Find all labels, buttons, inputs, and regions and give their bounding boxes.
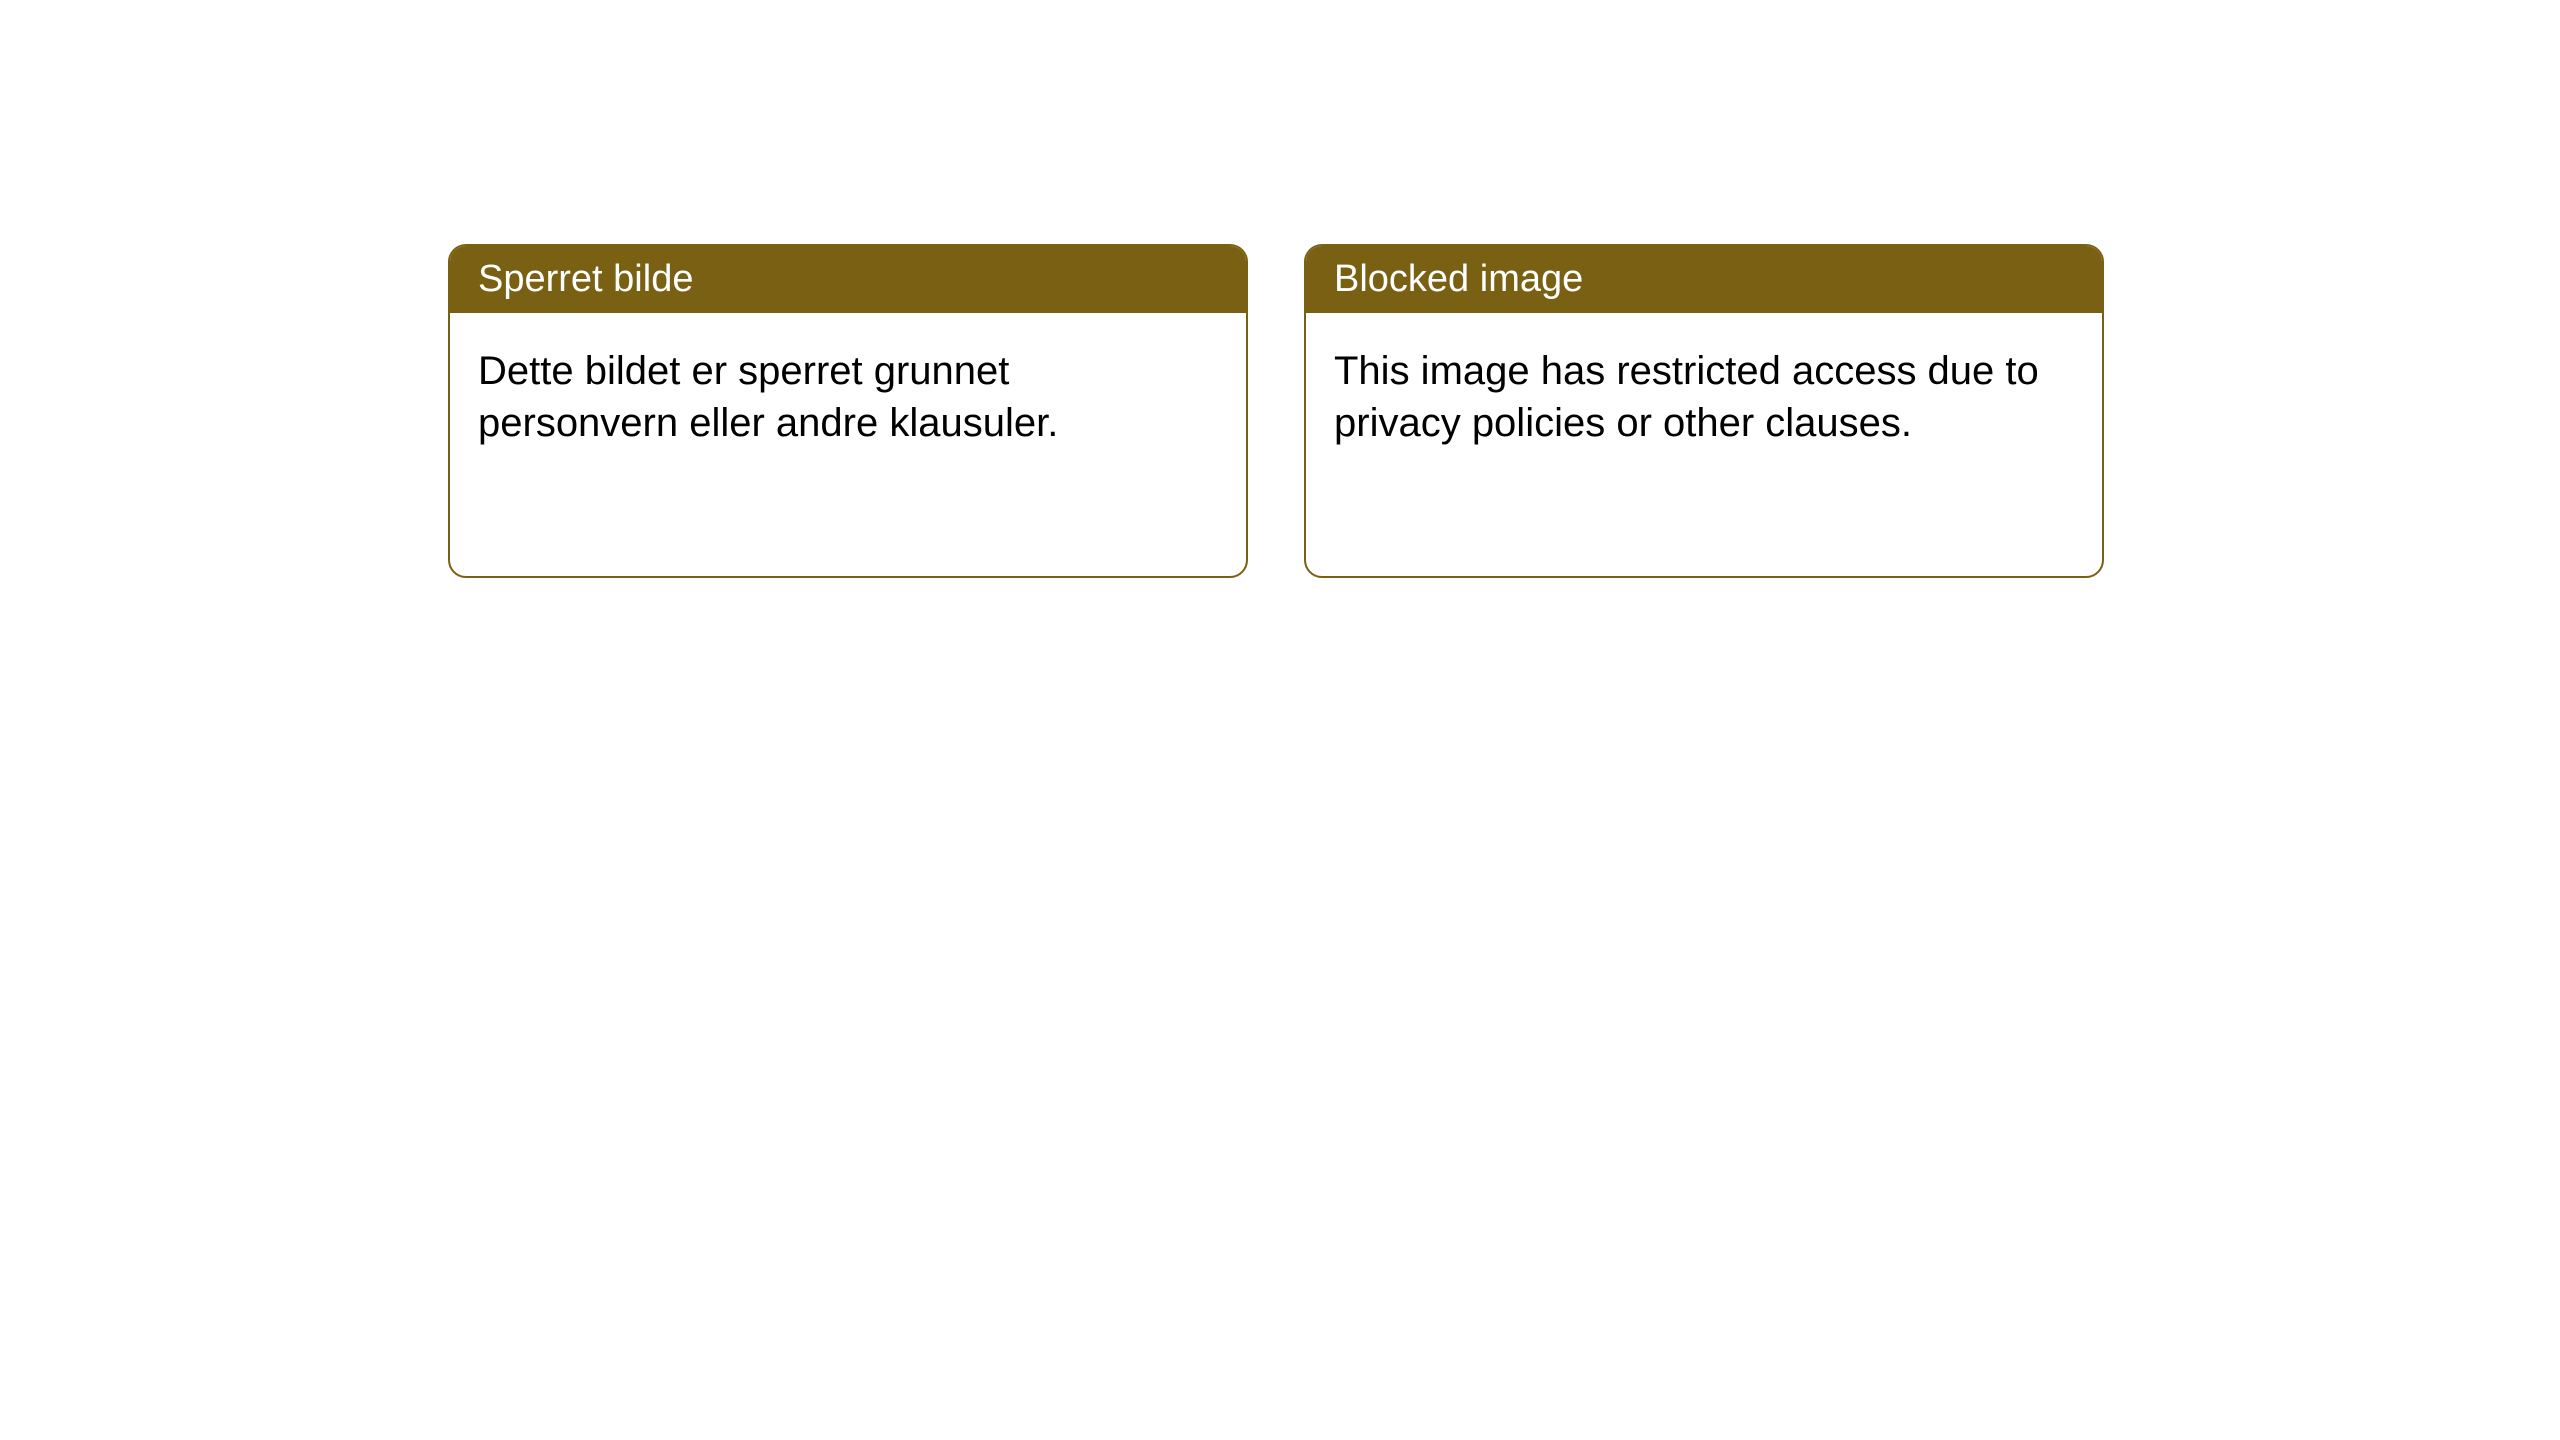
- notice-text: This image has restricted access due to …: [1334, 349, 2039, 445]
- notice-header: Sperret bilde: [450, 246, 1246, 313]
- notice-container: Sperret bilde Dette bildet er sperret gr…: [448, 244, 2104, 578]
- notice-body: Dette bildet er sperret grunnet personve…: [450, 313, 1246, 481]
- notice-card-norwegian: Sperret bilde Dette bildet er sperret gr…: [448, 244, 1248, 578]
- notice-header: Blocked image: [1306, 246, 2102, 313]
- notice-title: Sperret bilde: [478, 258, 693, 300]
- notice-text: Dette bildet er sperret grunnet personve…: [478, 349, 1058, 445]
- notice-body: This image has restricted access due to …: [1306, 313, 2102, 481]
- notice-title: Blocked image: [1334, 258, 1583, 300]
- notice-card-english: Blocked image This image has restricted …: [1304, 244, 2104, 578]
